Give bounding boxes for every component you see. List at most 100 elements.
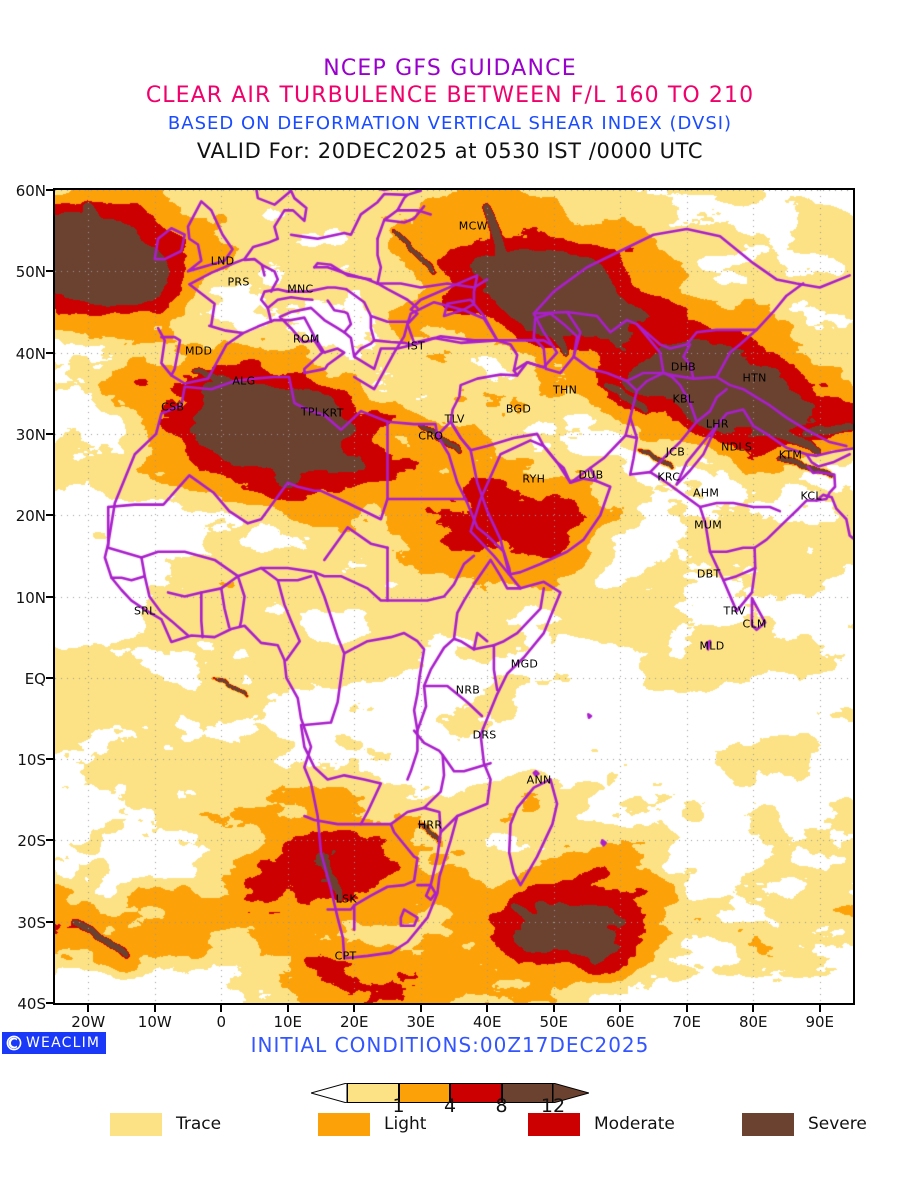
city-label: TPL: [300, 405, 322, 419]
legend-label: Severe: [808, 1114, 867, 1134]
city-label: ROM: [293, 332, 320, 346]
colorbar-tick-label: 4: [443, 1095, 457, 1117]
colorbar-tick-labels: 1 4 8 12: [300, 1095, 600, 1123]
city-label: CSB: [161, 400, 185, 414]
city-label: ALG: [232, 374, 256, 388]
legend-item: Moderate: [528, 1111, 675, 1137]
colorbar: [309, 1082, 591, 1104]
x-axis-tick-mark: [220, 1005, 223, 1012]
city-label: LSK: [335, 892, 357, 906]
y-axis-tick-label: 10S: [17, 751, 46, 770]
city-label: AHM: [692, 486, 720, 500]
legend-item: Severe: [742, 1111, 867, 1137]
title-line-3: BASED ON DEFORMATION VERTICAL SHEAR INDE…: [167, 113, 733, 134]
chart-header: NCEP GFS GUIDANCE CLEAR AIR TURBULENCE B…: [0, 56, 900, 165]
weaclim-watermark: WEACLIM: [2, 1032, 106, 1054]
legend-label: Light: [384, 1114, 427, 1134]
city-label: CRO: [418, 429, 444, 443]
x-axis-tick-label: 60E: [605, 1013, 635, 1031]
x-axis-tick-mark: [685, 1005, 688, 1012]
y-axis-tick-label: 30S: [17, 913, 46, 932]
y-axis-tick-label: 20S: [17, 832, 46, 851]
city-label: ANN: [526, 773, 552, 787]
y-axis-tick-mark: [46, 920, 53, 923]
x-axis-tick-label: 10W: [137, 1013, 172, 1031]
city-label: MGD: [510, 657, 539, 671]
city-label: PRS: [227, 275, 250, 289]
legend-item: Light: [318, 1111, 426, 1137]
city-label: RYH: [522, 472, 546, 486]
city-label: DHB: [670, 360, 697, 374]
legend-label: Trace: [176, 1114, 222, 1134]
y-axis-tick-mark: [46, 270, 53, 273]
y-axis-tick-label: 40N: [15, 344, 46, 363]
x-axis-tick-label: 80E: [738, 1013, 768, 1031]
x-axis-tick-mark: [752, 1005, 755, 1012]
x-axis-tick-mark: [619, 1005, 622, 1012]
legend-swatch: [742, 1112, 794, 1136]
city-label: TLV: [444, 412, 465, 426]
colorbar-tick-label: 8: [495, 1095, 508, 1117]
city-label: DBT: [696, 567, 721, 581]
city-label: MCW: [458, 219, 488, 233]
x-axis-tick-mark: [87, 1005, 90, 1012]
city-label: SRL: [133, 604, 156, 618]
legend-item: Trace: [110, 1111, 221, 1137]
city-label: IST: [407, 339, 426, 353]
y-axis-tick-mark: [46, 189, 53, 191]
x-axis-tick-mark: [818, 1005, 821, 1012]
x-axis-tick-mark: [419, 1005, 422, 1012]
city-label: TRV: [723, 604, 746, 618]
y-axis-tick-mark: [46, 1002, 53, 1004]
city-label: CLM: [742, 617, 767, 631]
x-axis-tick-label: 90E: [805, 1013, 835, 1031]
legend-swatch: [110, 1112, 162, 1136]
x-axis-tick-label: 50E: [539, 1013, 569, 1031]
city-label: BGD: [505, 402, 532, 416]
cat-forecast-map[interactable]: MCW LND PRS MNC ROM IST MDD ALG CSB TPL KRT TLV CRO T…: [53, 188, 855, 1005]
colorbar-segment: [347, 1083, 399, 1103]
legend-swatch: [318, 1112, 370, 1136]
x-axis-tick-mark: [353, 1005, 356, 1012]
colorbar-right-arrow: [552, 1082, 591, 1104]
city-label: DRS: [472, 728, 497, 742]
legend-label: Moderate: [594, 1114, 675, 1134]
city-label: MDD: [184, 344, 213, 358]
x-axis-tick-label: 0: [216, 1013, 227, 1031]
x-axis-tick-label: 20E: [339, 1013, 369, 1031]
city-label: KBL: [672, 392, 695, 406]
y-axis-tick-mark: [46, 595, 53, 598]
x-axis-tick-mark: [552, 1005, 555, 1012]
x-axis-tick-label: 70E: [672, 1013, 702, 1031]
y-axis-tick-label: 50N: [15, 263, 46, 282]
x-axis-tick-label: 30E: [406, 1013, 436, 1031]
city-label: KTM: [778, 448, 803, 462]
x-axis-tick-label: 10E: [273, 1013, 303, 1031]
y-axis-tick-label: 10N: [15, 588, 46, 607]
city-label: LHR: [705, 417, 729, 431]
x-axis-tick-mark: [153, 1005, 156, 1012]
y-axis-tick-mark: [46, 514, 53, 517]
x-axis-tick-label: 40E: [472, 1013, 502, 1031]
turbulence-heatmap-canvas: [55, 190, 853, 1003]
colorbar-tick-label: 1: [392, 1095, 405, 1117]
y-axis-tick-label: 40S: [17, 995, 46, 1013]
y-axis-tick-mark: [46, 839, 53, 842]
title-valid-time: VALID For: 20DEC2025 at 0530 IST /0000 U…: [196, 139, 704, 163]
city-label: HRR: [417, 818, 443, 831]
city-label: NRB: [455, 683, 481, 697]
title-line-1: NCEP GFS GUIDANCE: [323, 56, 577, 81]
y-axis-tick-label: EQ: [24, 669, 46, 688]
city-label: MLD: [699, 639, 725, 653]
city-label: KRC: [657, 470, 681, 484]
city-label: NDLS: [721, 440, 753, 454]
colorbar-segment: [398, 1083, 450, 1103]
city-label: MNC: [287, 282, 314, 296]
y-axis-tick-mark: [46, 351, 53, 354]
legend: Trace Light Moderate Severe: [0, 1111, 900, 1141]
title-line-2: CLEAR AIR TURBULENCE BETWEEN F/L 160 TO …: [145, 83, 755, 108]
circle-logo-icon: [6, 1035, 22, 1051]
city-label: LND: [210, 254, 235, 268]
city-label: JCB: [665, 445, 686, 459]
legend-swatch: [528, 1112, 580, 1136]
